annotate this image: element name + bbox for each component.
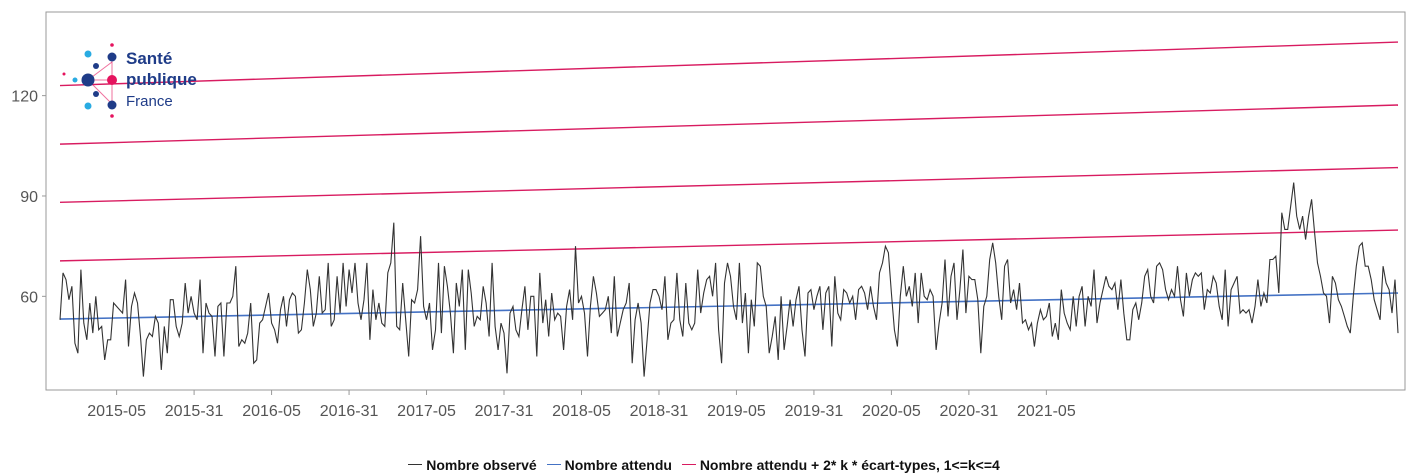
legend-item-threshold: Nombre attendu + 2* k * écart-types, 1<=… [681,456,1000,473]
legend-label-threshold: Nombre attendu + 2* k * écart-types, 1<=… [699,456,1000,473]
legend-label-observed: Nombre observé [426,456,537,473]
threshold-line-k4 [59,41,1399,87]
x-tick-label: 2015-05 [87,403,146,420]
x-tick-label: 2017-05 [397,403,456,420]
logo-dot [72,77,78,83]
logo-dot [81,73,95,87]
observed-line [59,182,1399,377]
legend-item-observed: Nombre observé [408,456,537,473]
x-tick-label: 2015-31 [165,403,224,420]
logo-dot [110,43,114,47]
legend-swatch-threshold [681,464,696,465]
expected-line [59,292,1399,320]
legend-label-expected: Nombre attendu [564,456,672,473]
logo-dot [110,114,114,118]
santepublique-logo: Santé publique France [62,43,197,118]
x-tick-label: 2016-31 [320,403,379,420]
x-tick-label: 2018-05 [552,403,611,420]
x-tick-label: 2016-05 [242,403,301,420]
legend-swatch-expected [546,464,561,465]
logo-dot [107,100,117,110]
logo-dot [93,63,99,69]
threshold-line-k3 [59,104,1399,145]
legend-item-expected: Nombre attendu [546,456,672,473]
logo-line1: Santé [126,49,172,68]
x-tick-label: 2021-05 [1017,403,1076,420]
logo-dot [62,72,66,76]
threshold-line-k2 [59,166,1399,204]
logo-dot [107,52,117,62]
y-tick-label: 120 [11,89,38,106]
chart: 60 90 120 2015-05 2015-31 2016-05 2016-31 2017… [11,11,1406,420]
x-tick-label: 2020-05 [862,403,921,420]
logo-line2: publique [126,70,197,89]
y-tick-label: 60 [20,289,38,306]
y-tick-label: 90 [20,189,38,206]
expected-series-line [59,292,1399,320]
logo-dot [84,50,92,58]
x-tick-label: 2019-05 [707,403,766,420]
plot-frame [45,11,1406,391]
legend: Nombre observé Nombre attendu Nombre att… [0,452,1408,473]
observed-series-line [59,182,1399,377]
logo-dot [107,75,117,85]
x-tick-label: 2020-31 [940,403,999,420]
x-tick-label: 2017-31 [475,403,534,420]
y-axis: 60 90 120 [11,89,46,306]
x-tick-label: 2019-31 [785,403,844,420]
threshold-line-k1 [59,229,1399,262]
x-tick-label: 2018-31 [630,403,689,420]
threshold-lines [59,41,1399,262]
logo-dot [93,91,99,97]
logo-dot [84,102,92,110]
x-axis: 2015-05 2015-31 2016-05 2016-31 2017-05 2017-… [87,390,1076,420]
legend-swatch-observed [408,464,423,465]
logo-line3: France [126,93,173,110]
